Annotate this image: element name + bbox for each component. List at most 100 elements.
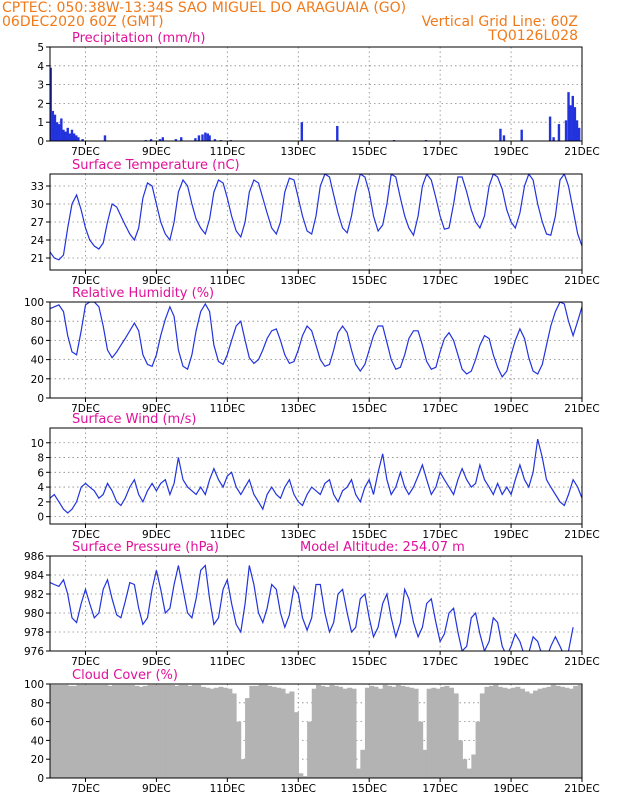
wind-xtick-label: 7DEC xyxy=(71,529,100,541)
cloud-bar xyxy=(453,693,459,778)
precip-ytick-label: 5 xyxy=(37,42,44,54)
precip-bar xyxy=(499,128,502,141)
cloud-bar xyxy=(289,691,295,778)
precip-bar xyxy=(569,105,572,141)
cloud-bar xyxy=(112,684,118,778)
temp-title: Surface Temperature (nC) xyxy=(72,158,240,173)
cloud-bar xyxy=(271,686,277,778)
precip-xtick-label: 7DEC xyxy=(71,146,100,158)
cloud-bar xyxy=(160,684,166,778)
rh-xtick-label: 19DEC xyxy=(493,403,528,415)
cloud-bar xyxy=(449,687,455,778)
header-date: 06DEC2020 60Z (GMT) xyxy=(2,14,164,30)
cloud-bar xyxy=(156,684,162,778)
precip-bar xyxy=(557,124,561,141)
pres-ytick-label: 982 xyxy=(24,589,44,601)
precip-bar xyxy=(573,107,577,141)
cloud-bar xyxy=(347,687,353,778)
pres-xtick-label: 19DEC xyxy=(493,656,528,668)
cloud-bar xyxy=(360,749,366,778)
temp-series-line xyxy=(50,174,582,261)
cloud-bar xyxy=(169,684,175,778)
cloud-bar xyxy=(568,688,574,778)
pres-xtick-label: 13DEC xyxy=(281,656,316,668)
temp-ytick-label: 24 xyxy=(31,235,45,247)
precip-bar xyxy=(72,133,76,141)
temp-xtick-label: 11DEC xyxy=(210,275,245,287)
precip-bar xyxy=(51,110,55,141)
cloud-bar xyxy=(120,684,126,778)
precip-bar xyxy=(336,125,339,141)
cloud-bar xyxy=(280,688,286,778)
pres-xtick-label: 15DEC xyxy=(351,656,386,668)
cloud-bar xyxy=(364,687,370,778)
cloud-title: Cloud Cover (%) xyxy=(72,668,178,683)
wind-data xyxy=(50,438,582,514)
cloud-ytick-label: 40 xyxy=(31,735,44,747)
cloud-bar xyxy=(50,684,56,778)
cloud-bar xyxy=(408,687,414,778)
cloud-bar xyxy=(71,685,78,778)
cloud-bar xyxy=(142,685,148,778)
cloud-bar xyxy=(573,685,579,778)
cloud-panel: 0 20 40 60 80 100 7DEC 9DEC 11DEC 13DEC 15DEC 17DEC… xyxy=(24,668,600,795)
cloud-bar xyxy=(284,693,290,778)
cloud-bar xyxy=(418,721,424,778)
cloud-bar xyxy=(497,686,503,778)
precip-bar xyxy=(575,120,579,141)
rh-xtick-label: 21DEC xyxy=(564,403,599,415)
wind-panel: 0 2 4 6 8 10 7DEC 9DEC 11DEC 13DEC 15DEC 17DEC 19DEC… xyxy=(31,412,600,541)
pres-panel: 976 978 980 982 984 986 7DEC 9DEC 11DEC 13DEC 15DE… xyxy=(24,540,600,668)
cloud-bar xyxy=(89,684,95,778)
wind-ytick-label: 8 xyxy=(37,453,44,465)
wind-xtick-label: 21DEC xyxy=(564,529,599,541)
rh-xtick-label: 11DEC xyxy=(210,403,245,415)
precip-bar xyxy=(197,135,201,141)
cloud-bar xyxy=(484,686,490,778)
cloud-bar xyxy=(413,688,419,778)
cloud-bar xyxy=(426,688,432,778)
precip-bar xyxy=(103,135,107,141)
wind-xtick-label: 19DEC xyxy=(493,529,528,541)
temp-ytick-label: 21 xyxy=(31,253,44,265)
cloud-ytick-label: 100 xyxy=(24,679,44,691)
temp-xtick-label: 21DEC xyxy=(564,275,599,287)
precip-bar xyxy=(201,134,204,141)
cloud-bar xyxy=(191,684,197,778)
rh-frame xyxy=(49,301,583,399)
cloud-bar xyxy=(400,685,406,778)
precip-bar xyxy=(62,129,65,141)
cloud-bar xyxy=(466,768,472,778)
cloud-bar xyxy=(479,693,485,778)
cloud-bar xyxy=(422,749,428,778)
precip-ytick-label: 0 xyxy=(37,136,44,148)
cloud-bar xyxy=(511,687,517,778)
wind-ytick-label: 6 xyxy=(37,467,44,479)
temp-data xyxy=(50,174,582,261)
cloud-xtick-label: 11DEC xyxy=(210,783,245,795)
cloud-bar xyxy=(519,688,525,778)
wind-xtick-label: 13DEC xyxy=(281,529,316,541)
cloud-bar xyxy=(333,685,339,778)
cloud-xtick-label: 19DEC xyxy=(493,783,528,795)
cloud-bar xyxy=(240,759,246,778)
temp-ytick-label: 30 xyxy=(31,199,44,211)
pres-data xyxy=(50,564,574,651)
temp-xtick-label: 15DEC xyxy=(351,275,386,287)
temp-xtick-label: 13DEC xyxy=(281,275,316,287)
cloud-bar xyxy=(316,684,322,778)
cloud-bar xyxy=(493,684,499,778)
precip-ytick-label: 4 xyxy=(37,61,44,73)
cloud-bar xyxy=(351,688,357,778)
pres-xtick-label: 21DEC xyxy=(564,656,599,668)
cloud-bar xyxy=(85,684,91,778)
rh-title: Relative Humidity (%) xyxy=(72,286,214,301)
cloud-bar xyxy=(369,685,375,778)
rh-xtick-label: 13DEC xyxy=(281,403,316,415)
cloud-bar xyxy=(267,685,273,778)
rh-xtick-label: 7DEC xyxy=(71,403,100,415)
cloud-bar xyxy=(276,687,282,778)
precip-xtick-label: 21DEC xyxy=(564,146,599,158)
cloud-bar xyxy=(253,685,259,778)
precip-panel: 0 1 2 3 4 5 7DEC 9DEC 11DEC 13DEC 15DEC 17DEC 19DEC 2… xyxy=(37,31,599,158)
